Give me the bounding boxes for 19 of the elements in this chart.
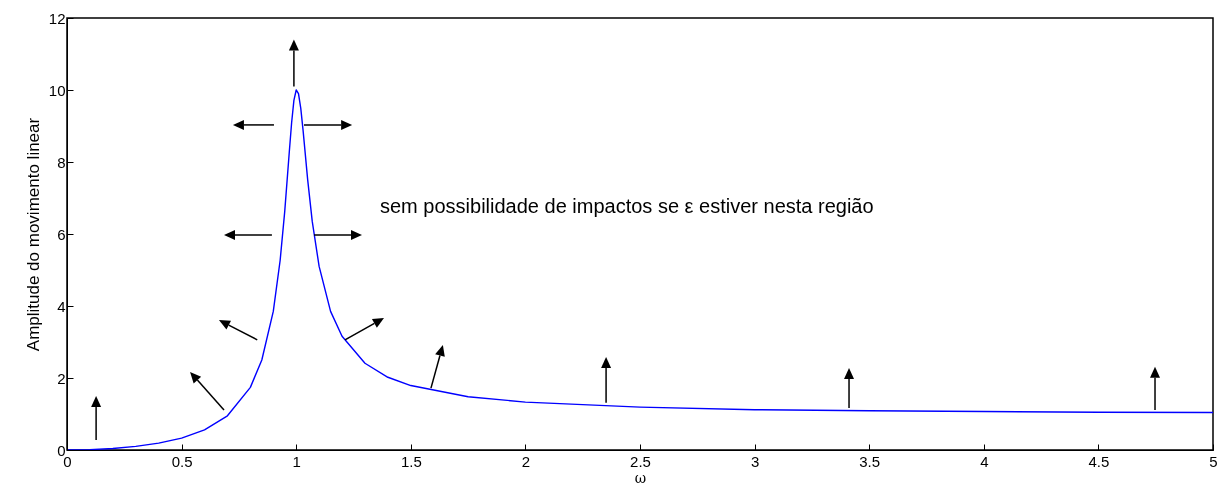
y-tick-label: 10 (48, 81, 66, 99)
y-tick-label: 8 (57, 153, 66, 171)
x-tick-label: 3 (750, 452, 760, 470)
x-tick-label: 4.5 (1088, 452, 1110, 470)
x-tick-label: 1.5 (400, 452, 422, 470)
x-tick-label: 4 (980, 452, 989, 470)
x-tick-label: 2 (521, 452, 531, 470)
x-tick-label: 2.5 (630, 452, 651, 470)
x-tick-label: 3.5 (859, 452, 881, 470)
y-tick-label: 4 (57, 297, 66, 315)
x-axis-title: ω (634, 469, 647, 486)
y-tick-label: 6 (57, 225, 66, 243)
annotation: sem possibilidade de impactos se ε estiver nesta região (380, 195, 874, 217)
x-tick-label: 0.5 (171, 452, 193, 470)
x-tick-label: 5 (1209, 452, 1218, 470)
y-axis-title: Amplitude do movimento linear (23, 117, 43, 352)
x-tick-label: 1 (292, 452, 301, 470)
y-tick-label: 2 (57, 369, 66, 387)
y-tick-label: 12 (48, 9, 66, 27)
